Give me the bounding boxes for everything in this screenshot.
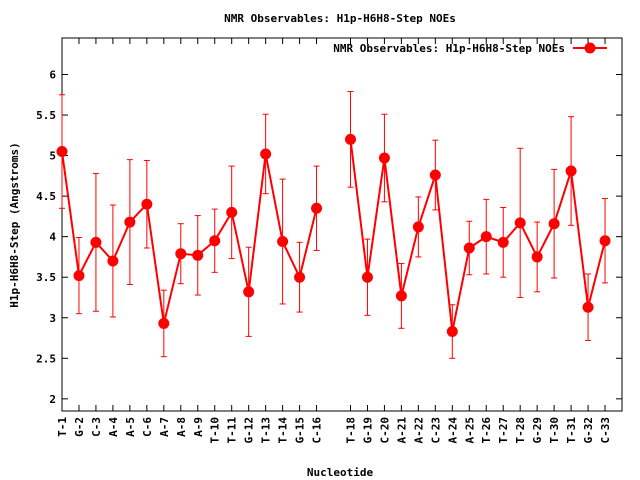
x-tick-label: T-31 — [565, 417, 578, 444]
x-tick-label: T-14 — [277, 417, 290, 444]
x-tick-label: A-9 — [192, 417, 205, 437]
data-point — [175, 248, 187, 260]
plot-frame — [61, 37, 623, 412]
data-point — [480, 231, 492, 243]
data-point — [599, 235, 611, 247]
legend-marker — [584, 42, 596, 54]
x-tick-label: G-2 — [73, 417, 86, 437]
y-tick-label: 4 — [49, 231, 56, 244]
x-tick-label: C-20 — [378, 417, 391, 444]
data-point — [361, 271, 373, 283]
data-point — [90, 236, 102, 248]
x-tick-label: G-15 — [294, 417, 307, 444]
data-point — [260, 148, 272, 160]
x-tick-label: T-30 — [548, 417, 561, 444]
x-tick-label: T-26 — [480, 417, 493, 444]
x-tick-label: G-19 — [361, 417, 374, 444]
x-tick-label: A-21 — [395, 417, 408, 444]
data-point — [294, 271, 306, 283]
x-tick-label: C-23 — [429, 417, 442, 444]
x-tick-label: T-27 — [497, 417, 510, 444]
y-tick-label: 2 — [49, 393, 56, 406]
data-point — [344, 133, 356, 145]
x-tick-label: C-33 — [599, 417, 612, 444]
data-point — [446, 326, 458, 338]
x-tick-label: G-29 — [531, 417, 544, 444]
x-tick-label: T-28 — [514, 417, 527, 444]
x-tick-label: T-13 — [260, 417, 273, 444]
x-tick-label: A-25 — [463, 417, 476, 444]
series-line — [349, 139, 606, 332]
x-tick-label: A-7 — [158, 417, 171, 437]
data-point — [107, 255, 119, 267]
y-tick-label: 3 — [49, 312, 56, 325]
y-axis-label: H1p-H6H8-Step (Angstroms) — [8, 142, 21, 308]
y-tick-label: 6 — [49, 68, 56, 81]
chart-title: NMR Observables: H1p-H6H8-Step NOEs — [224, 12, 456, 25]
x-tick-label: C-3 — [90, 417, 103, 437]
x-tick-label: A-4 — [107, 417, 120, 437]
data-point — [226, 206, 238, 218]
data-point — [378, 152, 390, 164]
data-point — [158, 317, 170, 329]
legend-label: NMR Observables: H1p-H6H8-Step NOEs — [333, 42, 565, 55]
series-line — [61, 151, 318, 324]
y-tick-label: 2.5 — [36, 352, 56, 365]
legend: NMR Observables: H1p-H6H8-Step NOEs — [333, 42, 607, 55]
x-tick-label: A-24 — [446, 417, 459, 444]
x-tick-label: A-8 — [175, 417, 188, 437]
data-point — [582, 301, 594, 313]
data-point — [124, 216, 136, 228]
x-tick-label: C-6 — [141, 417, 154, 437]
y-tick-label: 5 — [49, 150, 56, 163]
data-point — [531, 251, 543, 263]
data-point — [243, 286, 255, 298]
data-point — [277, 236, 289, 248]
x-tick-label: T-18 — [344, 417, 357, 444]
data-point — [311, 202, 323, 214]
data-point — [514, 217, 526, 229]
data-point — [497, 236, 509, 248]
data-point — [192, 249, 204, 261]
x-tick-label: G-12 — [243, 417, 256, 444]
x-tick-label: T-11 — [226, 417, 239, 444]
x-axis-label: Nucleotide — [307, 466, 374, 479]
x-tick-label: C-16 — [311, 417, 324, 444]
x-tick-label: T-10 — [209, 417, 222, 444]
x-tick-label: T-1 — [56, 417, 69, 437]
y-tick-label: 4.5 — [36, 190, 56, 203]
data-point — [548, 218, 560, 230]
y-tick-label: 3.5 — [36, 271, 56, 284]
data-point — [56, 146, 68, 158]
x-tick-label: A-5 — [124, 417, 137, 437]
data-point — [209, 235, 221, 247]
plot-area: 2 2.5 3 3.5 4 4.5 5 5.5 6 T-1 G-2 C-3 A-4 A-5 C-6 A-7 A-… — [36, 37, 623, 444]
data-point — [565, 165, 577, 177]
y-tick-label: 5.5 — [36, 109, 56, 122]
data-point — [412, 221, 424, 233]
data-point — [141, 198, 153, 210]
x-tick-label: A-22 — [412, 417, 425, 444]
data-point — [73, 270, 85, 282]
data-point — [463, 242, 475, 254]
data-point — [429, 169, 441, 181]
data-point — [395, 290, 407, 302]
x-tick-label: G-32 — [582, 417, 595, 444]
